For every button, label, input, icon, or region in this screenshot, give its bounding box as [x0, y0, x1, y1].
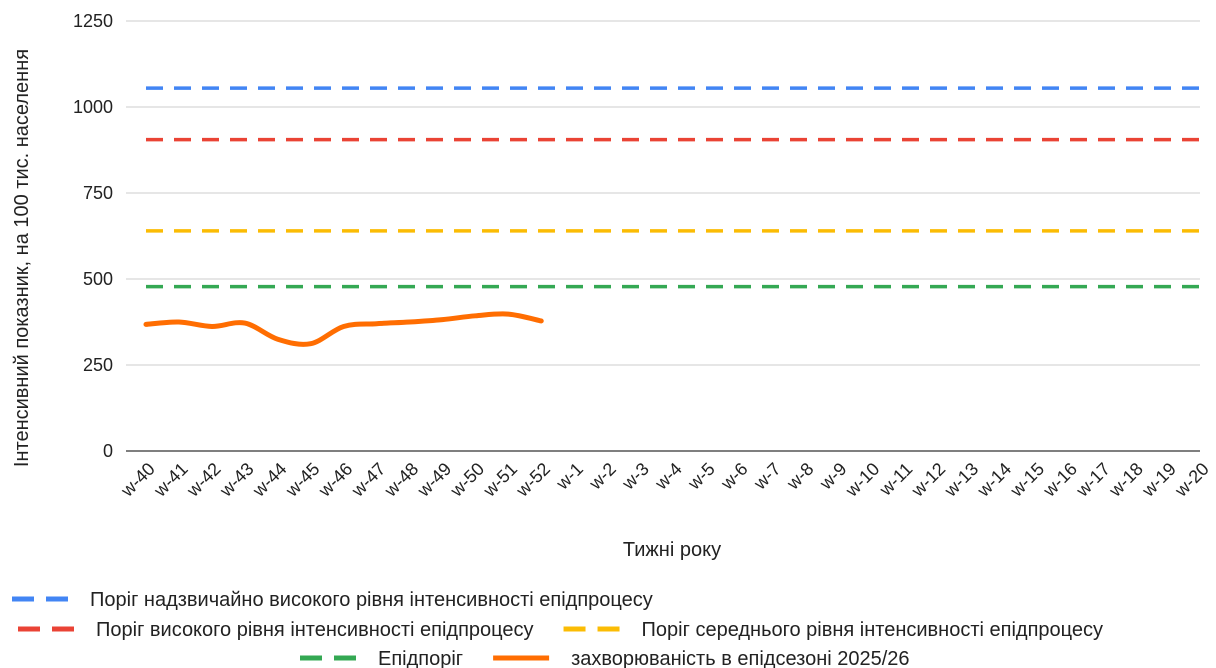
x-tick-label: w-46	[314, 459, 356, 501]
x-axis-ticks: w-40w-41w-42w-43w-44w-45w-46w-47w-48w-49…	[116, 459, 1212, 501]
legend: Поріг надзвичайно високого рівня інтенси…	[12, 589, 1103, 668]
y-tick-label: 0	[103, 441, 113, 461]
series-lines	[143, 86, 1200, 347]
x-tick-label: w-44	[248, 459, 290, 501]
x-tick-label: w-18	[1105, 459, 1147, 501]
x-tick-label: w-12	[907, 459, 949, 501]
legend-item: Поріг високого рівня інтенсивності епідп…	[18, 619, 534, 641]
x-tick-label: w-11	[875, 459, 916, 500]
legend-item: Поріг надзвичайно високого рівня інтенси…	[12, 589, 653, 611]
legend-item: Епідпоріг	[300, 648, 463, 668]
legend-label: Епідпоріг	[378, 648, 463, 668]
x-tick-label: w-13	[940, 459, 982, 501]
x-tick-label: w-45	[281, 459, 323, 501]
x-tick-label: w-50	[446, 459, 488, 501]
y-axis-ticks: 0 250 500 750 1000 1250	[73, 11, 113, 461]
x-tick-label: w-2	[585, 459, 620, 494]
legend-label: захворюваність в епідсезоні 2025/26	[571, 648, 909, 668]
legend-item: захворюваність в епідсезоні 2025/26	[493, 648, 910, 668]
x-axis-title: Тижні року	[623, 539, 721, 561]
legend-item: Поріг середнього рівня інтенсивності епі…	[563, 619, 1103, 641]
x-tick-label: w-4	[650, 459, 685, 494]
x-tick-label: w-43	[215, 459, 257, 501]
gridlines	[126, 20, 1200, 452]
y-axis-title: Інтенсивний показник, на 100 тис. населе…	[11, 49, 33, 467]
y-tick-label: 1250	[73, 11, 113, 31]
x-tick-label: w-8	[782, 459, 817, 494]
x-tick-label: w-15	[1006, 459, 1048, 501]
x-tick-label: w-6	[716, 459, 751, 494]
x-tick-label: w-40	[116, 459, 158, 501]
x-tick-label: w-42	[182, 459, 224, 501]
y-tick-label: 250	[83, 355, 113, 375]
legend-label: Поріг середнього рівня інтенсивності епі…	[642, 619, 1103, 641]
incidence-line	[143, 311, 544, 347]
y-tick-label: 500	[83, 269, 113, 289]
y-tick-label: 750	[83, 183, 113, 203]
x-tick-label: w-1	[552, 459, 587, 494]
x-tick-label: w-3	[618, 459, 653, 494]
x-tick-label: w-17	[1072, 459, 1114, 501]
x-tick-label: w-7	[749, 459, 784, 494]
x-tick-label: w-20	[1170, 459, 1212, 501]
x-tick-label: w-14	[973, 459, 1015, 501]
legend-label: Поріг надзвичайно високого рівня інтенси…	[90, 589, 653, 611]
y-tick-label: 1000	[73, 97, 113, 117]
x-tick-label: w-16	[1039, 459, 1081, 501]
x-tick-label: w-41	[149, 459, 191, 501]
x-tick-label: w-5	[683, 459, 718, 494]
legend-label: Поріг високого рівня інтенсивності епідп…	[96, 619, 534, 641]
x-tick-label: w-47	[347, 459, 389, 501]
x-tick-label: w-19	[1137, 459, 1179, 501]
x-tick-label: w-52	[512, 459, 554, 501]
x-tick-label: w-10	[841, 459, 883, 501]
x-tick-label: w-48	[380, 459, 422, 501]
x-tick-label: w-49	[413, 459, 455, 501]
x-tick-label: w-51	[479, 459, 521, 501]
